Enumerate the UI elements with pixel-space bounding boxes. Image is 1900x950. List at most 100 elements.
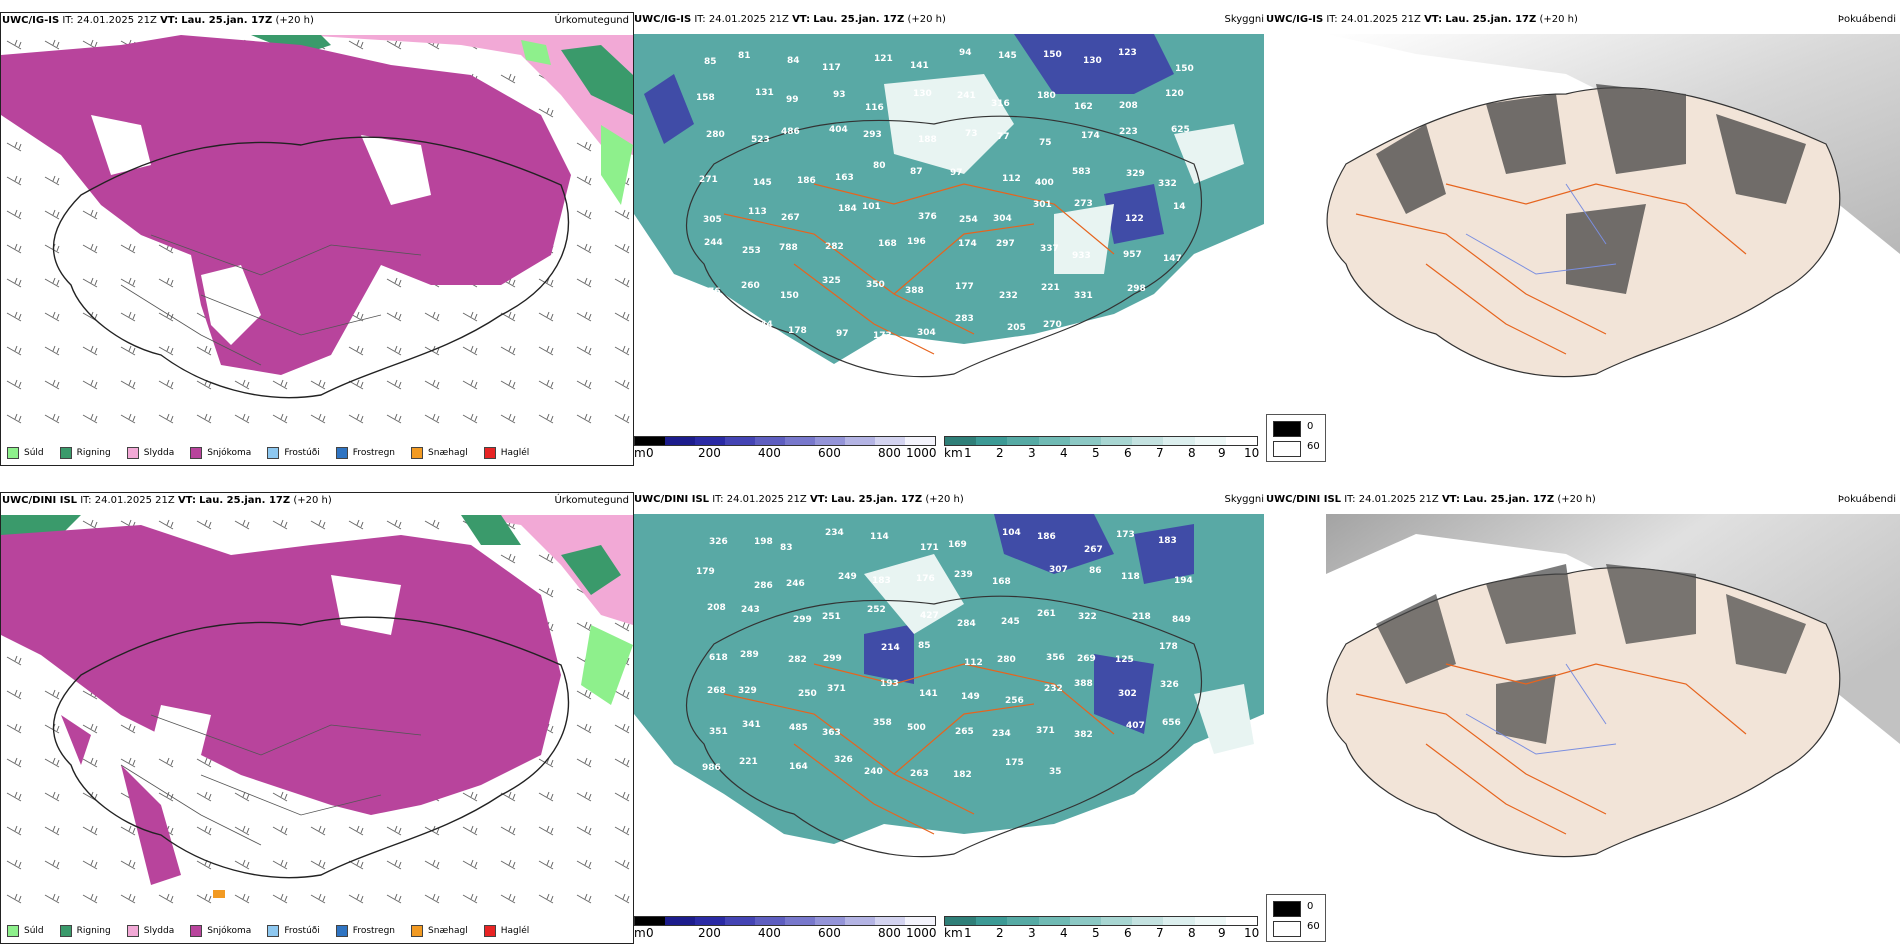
visibility-value-label: 104 [1002, 528, 1021, 538]
panel-title-visibility-2: Skyggni [1224, 494, 1264, 505]
lead-time: (+20 h) [275, 15, 314, 26]
visibility-value-label: 214 [881, 643, 900, 653]
visibility-value-label: 289 [740, 650, 759, 660]
visibility-panel-row1: UWC/IG-IS IT: 24.01.2025 21Z VT: Lau. 25… [634, 12, 1264, 464]
visibility-value-label: 169 [948, 540, 967, 550]
legend-snjokoma: Snjókoma [190, 925, 251, 937]
legend-haglel: Haglél [483, 447, 529, 459]
fog-legend-row1: 0 60 [1266, 414, 1326, 462]
visibility-value-label: 178 [788, 326, 807, 336]
visibility-value-label: 254 [959, 215, 978, 225]
visibility-value-label: 329 [1126, 169, 1145, 179]
height-unit: m [634, 446, 646, 460]
visibility-value-label: 150 [1043, 50, 1062, 60]
visibility-value-label: 358 [873, 718, 892, 728]
visibility-value-label: 99 [786, 95, 799, 105]
visibility-value-label: 267 [781, 213, 800, 223]
visibility-value-label: 221 [1041, 283, 1060, 293]
height-tick: 400 [758, 926, 781, 940]
visibility-value-label: 297 [996, 239, 1015, 249]
visibility-value-label: 168 [878, 239, 897, 249]
visibility-value-label: 183 [1158, 536, 1177, 546]
legend-slydda: Slydda [126, 447, 174, 459]
height-tick: 200 [698, 926, 721, 940]
height-tick: 600 [818, 446, 841, 460]
visibility-value-label: 158 [696, 93, 715, 103]
visibility-value-label: 298 [1127, 284, 1146, 294]
visibility-value-label: 332 [1158, 179, 1177, 189]
visibility-value-label: 350 [866, 280, 885, 290]
visibility-value-label: 265 [955, 727, 974, 737]
vt-label: VT: [160, 15, 179, 26]
visibility-value-label: 118 [1121, 572, 1140, 582]
visibility-value-label: 123 [1087, 327, 1106, 337]
visibility-value-label: 325 [822, 276, 841, 286]
visibility-value-label: 486 [781, 127, 800, 137]
visibility-value-label: 407 [1126, 721, 1145, 731]
visibility-value-label: 123 [1118, 48, 1137, 58]
visibility-value-label: 286 [754, 581, 773, 591]
visibility-value-label: 267 [1084, 545, 1103, 555]
visibility-value-label: 302 [1118, 689, 1137, 699]
vis-tick: 6 [1124, 446, 1132, 460]
visibility-value-label: 35 [1049, 767, 1062, 777]
visibility-value-label: 173 [873, 331, 892, 341]
panel-title-visibility: Skyggni [1224, 14, 1264, 25]
vis-colorbar-row2: km 1 2 3 4 5 6 7 8 9 10 [944, 916, 1260, 942]
visibility-value-label: 144 [754, 320, 773, 330]
height-tick: 1000 [906, 926, 937, 940]
visibility-value-label: 322 [1078, 612, 1097, 622]
visibility-value-label: 174 [1081, 131, 1100, 141]
vis-tick: 8 [1188, 446, 1196, 460]
visibility-value-label: 85 [918, 641, 931, 651]
visibility-value-labels-2: 326 198 83 234 114 171 169 104 186 267 173 183 179 28… [696, 528, 1193, 780]
visibility-value-label: 73 [965, 129, 978, 139]
height-tick: 0 [646, 446, 654, 460]
visibility-value-label: 269 [1077, 654, 1096, 664]
visibility-value-label: 273 [1074, 199, 1093, 209]
visibility-value-label: 101 [1124, 321, 1143, 331]
row1-header-vis: UWC/IG-IS IT: 24.01.2025 21Z VT: Lau. 25… [634, 14, 946, 25]
visibility-value-label: 271 [699, 175, 718, 185]
visibility-value-labels: 85 81 84 117 121 141 94 145 150 130 123 150 158 131 99… [696, 48, 1194, 341]
visibility-value-label: 130 [913, 89, 932, 99]
visibility-value-label: 618 [709, 653, 728, 663]
visibility-value-label: 351 [709, 727, 728, 737]
visibility-value-label: 120 [1165, 89, 1184, 99]
visibility-value-label: 304 [917, 328, 936, 338]
visibility-value-label: 251 [822, 612, 841, 622]
visibility-value-label: 329 [738, 686, 757, 696]
it-label: IT: [62, 15, 74, 26]
visibility-value-label: 150 [1175, 64, 1194, 74]
vis-tick: 5 [1092, 446, 1100, 460]
vis-unit: km [944, 446, 963, 460]
model-name: UWC/IG-IS [2, 15, 60, 26]
visibility-value-label: 282 [825, 242, 844, 252]
legend-frostregn: Frostregn [335, 925, 395, 937]
visibility-value-label: 485 [789, 723, 808, 733]
visibility-value-label: 656 [1162, 718, 1181, 728]
visibility-value-label: 114 [870, 532, 889, 542]
height-unit: m [634, 926, 646, 940]
visibility-value-label: 121 [874, 54, 893, 64]
visibility-value-label: 94 [959, 48, 972, 58]
visibility-value-label: 176 [916, 574, 935, 584]
legend-sudd: Súld [7, 925, 44, 937]
legend-rigning: Rigning [59, 447, 111, 459]
height-tick: 400 [758, 446, 781, 460]
visibility-value-label: 168 [992, 577, 1011, 587]
visibility-value-label: 293 [863, 130, 882, 140]
vis-tick: 3 [1028, 446, 1036, 460]
vis-tick: 7 [1156, 926, 1164, 940]
legend-snaehagl: Snæhagl [411, 447, 468, 459]
visibility-value-label: 246 [786, 579, 805, 589]
visibility-value-label: 174 [958, 239, 977, 249]
visibility-value-label: 326 [709, 537, 728, 547]
visibility-map-row2: 326 198 83 234 114 171 169 104 186 267 173 183 179 28… [634, 514, 1264, 912]
visibility-value-label: 436 [1174, 287, 1193, 297]
row2-header-vis: UWC/DINI ISL IT: 24.01.2025 21Z VT: Lau.… [634, 494, 964, 505]
visibility-value-label: 186 [797, 176, 816, 186]
visibility-value-label: 299 [823, 654, 842, 664]
visibility-value-label: 182 [953, 770, 972, 780]
visibility-value-label: 85 [704, 57, 717, 67]
